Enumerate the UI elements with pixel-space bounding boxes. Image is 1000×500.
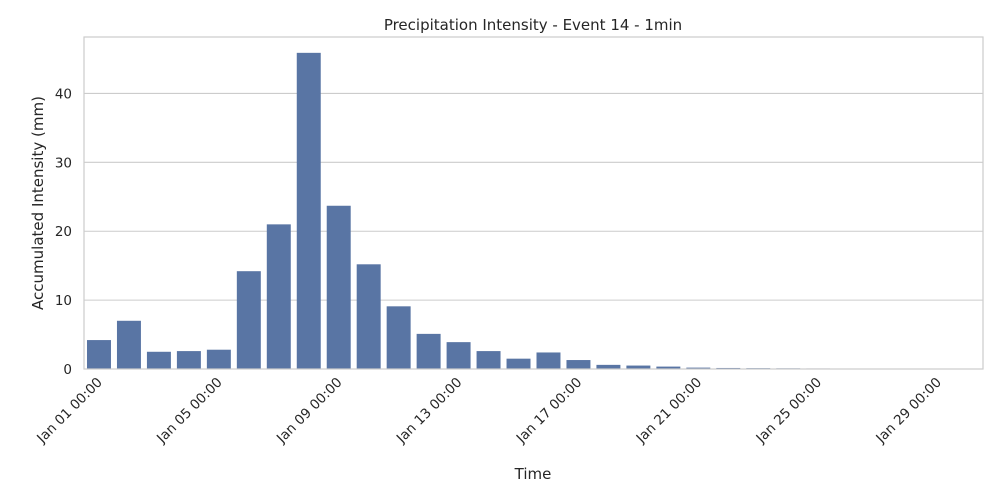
chart-title: Precipitation Intensity - Event 14 - 1mi… [384, 16, 682, 34]
bar [86, 340, 111, 369]
bar [206, 349, 231, 369]
y-tick-label: 40 [55, 86, 72, 102]
bar [566, 360, 591, 369]
bar [416, 333, 441, 369]
bar [116, 320, 141, 369]
y-tick-label: 20 [55, 224, 72, 240]
y-tick-label: 0 [63, 362, 72, 378]
y-axis-title: Accumulated Intensity (mm) [29, 96, 47, 310]
bar [506, 358, 531, 369]
bar [236, 271, 261, 369]
y-axis-ticks: 0 10 20 30 40 [55, 86, 72, 378]
bar [626, 365, 651, 369]
bar [296, 52, 321, 370]
bar [596, 364, 621, 369]
bar [476, 351, 501, 369]
bar [326, 205, 351, 369]
plot-frame [83, 36, 984, 370]
y-tick-label: 30 [55, 155, 72, 171]
bars [86, 52, 981, 370]
bar [686, 367, 711, 369]
bar [356, 264, 381, 369]
bar [386, 306, 411, 369]
bar [446, 342, 471, 369]
y-tick-label: 10 [55, 293, 72, 309]
bar [536, 352, 561, 369]
bar [266, 224, 291, 369]
x-axis-title: Time [514, 465, 552, 483]
bar [176, 351, 201, 369]
bar [146, 351, 171, 369]
bar [656, 366, 681, 369]
